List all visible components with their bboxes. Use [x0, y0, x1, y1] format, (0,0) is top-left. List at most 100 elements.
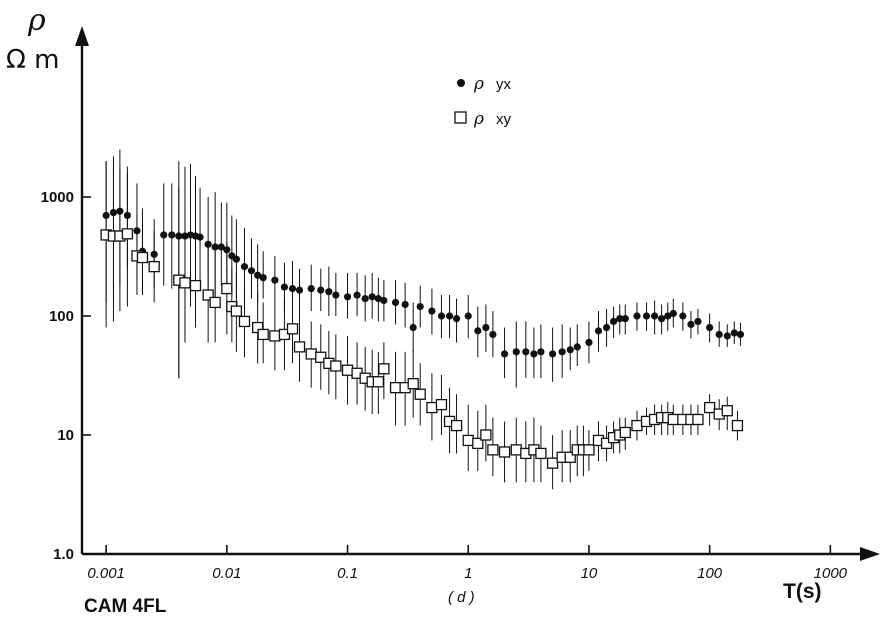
- data-point-xy: [692, 413, 704, 426]
- data-point-xy: [179, 277, 191, 289]
- data-point-yx: [651, 312, 659, 320]
- data-point-yx: [409, 323, 417, 332]
- data-point-yx: [633, 312, 641, 320]
- x-axis-arrow: [860, 547, 880, 561]
- data-point-yx: [658, 315, 666, 323]
- data-point-xy: [546, 457, 559, 469]
- data-point-xy: [230, 305, 243, 317]
- data-point-xy: [435, 398, 448, 411]
- y-axis-ticks: 1.0 10 100 1000: [41, 189, 91, 563]
- data-point-yx: [573, 343, 581, 351]
- data-point-yx: [271, 276, 279, 284]
- data-point-xy: [372, 376, 385, 388]
- x-tick-label: 10: [581, 565, 598, 582]
- data-point-xy: [480, 429, 492, 441]
- data-point-xy: [202, 289, 214, 301]
- data-point-xy: [221, 282, 233, 295]
- data-series: [100, 149, 745, 490]
- data-point-xy: [148, 260, 160, 273]
- data-point-yx: [730, 329, 738, 337]
- data-point-yx: [669, 309, 677, 318]
- data-point-yx: [401, 300, 409, 309]
- data-point-yx: [585, 338, 593, 346]
- data-point-yx: [307, 284, 315, 293]
- data-point-yx: [602, 323, 611, 332]
- legend-marker-open-square: [454, 111, 467, 124]
- data-point-xy: [619, 426, 631, 439]
- data-point-xy: [498, 446, 511, 458]
- y-axis-arrow: [75, 26, 89, 46]
- data-point-xy: [269, 330, 281, 342]
- data-point-xy: [600, 437, 613, 450]
- legend-suffix-yx: yx: [496, 76, 512, 93]
- data-point-yx: [642, 312, 651, 320]
- data-point-yx: [549, 350, 557, 358]
- y-tick-label: 1.0: [53, 546, 74, 563]
- legend-symbol-xy: ρ: [473, 109, 484, 129]
- data-point-xy: [414, 388, 426, 400]
- data-point-yx: [687, 320, 695, 328]
- data-point-yx: [621, 315, 629, 323]
- data-point-xy: [731, 419, 744, 432]
- legend: ρ yx ρ xy: [454, 74, 512, 129]
- data-point-yx: [196, 233, 204, 241]
- data-point-yx: [445, 312, 454, 320]
- data-point-yx: [616, 315, 624, 323]
- data-point-xy: [472, 437, 484, 450]
- data-point-yx: [482, 323, 490, 332]
- data-point-yx: [391, 298, 400, 307]
- data-point-yx: [416, 302, 424, 311]
- x-axis-ticks: 0.001 0.01 0.1 1 10 100 1000: [87, 545, 848, 582]
- data-point-xy: [667, 413, 679, 426]
- data-point-xy: [341, 364, 354, 376]
- data-point-yx: [664, 312, 672, 320]
- data-point-yx: [343, 293, 352, 301]
- data-point-yx: [594, 327, 603, 335]
- data-point-xy: [487, 444, 499, 456]
- data-point-yx: [247, 267, 256, 275]
- data-point-yx: [706, 323, 714, 332]
- data-point-xy: [209, 296, 221, 309]
- data-point-xy: [583, 444, 595, 456]
- data-point-yx: [259, 274, 267, 282]
- site-label: CAM 4FL: [84, 596, 167, 617]
- x-tick-label: 0.001: [87, 565, 125, 582]
- data-point-yx: [537, 348, 545, 356]
- data-point-yx: [522, 348, 530, 356]
- data-point-yx: [474, 327, 482, 335]
- data-point-yx: [240, 263, 249, 271]
- x-axis-label: T(s): [783, 580, 822, 603]
- legend-symbol-yx: ρ: [473, 74, 484, 94]
- data-point-yx: [211, 243, 219, 251]
- data-point-yx: [609, 317, 618, 326]
- data-point-xy: [330, 360, 342, 372]
- data-point-yx: [217, 243, 225, 251]
- data-point-xy: [286, 323, 299, 335]
- data-point-yx: [317, 286, 325, 294]
- data-point-xy: [721, 405, 733, 417]
- data-point-xy: [462, 434, 474, 447]
- legend-suffix-xy: xy: [496, 111, 512, 128]
- data-point-xy: [564, 451, 576, 463]
- data-point-xy: [293, 341, 306, 353]
- data-point-xy: [136, 251, 149, 264]
- x-tick-label: 0.01: [212, 565, 241, 582]
- data-point-yx: [295, 286, 304, 294]
- data-point-yx: [332, 291, 340, 299]
- data-point-yx: [437, 312, 446, 320]
- x-tick-label: 100: [697, 565, 723, 582]
- data-point-xy: [535, 447, 547, 460]
- data-point-xy: [189, 279, 202, 292]
- data-point-xy: [510, 444, 522, 456]
- x-tick-label: 1000: [814, 565, 848, 582]
- data-point-yx: [530, 350, 538, 358]
- data-point-xy: [703, 401, 716, 414]
- legend-marker-filled-circle: [457, 79, 465, 87]
- data-point-xy: [378, 363, 390, 375]
- data-point-xy: [315, 351, 327, 363]
- data-point-yx: [452, 315, 461, 323]
- series-yx: [102, 149, 745, 388]
- y-tick-label: 10: [57, 427, 74, 444]
- data-point-yx: [489, 330, 497, 339]
